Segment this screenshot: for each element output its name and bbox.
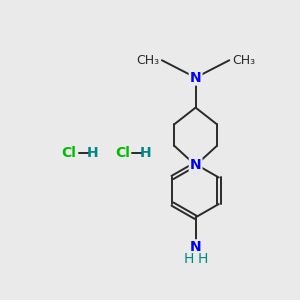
Text: H: H xyxy=(140,146,152,160)
Text: H: H xyxy=(183,252,194,266)
Text: CH₃: CH₃ xyxy=(232,54,255,67)
Text: CH₃: CH₃ xyxy=(136,54,159,67)
Text: H: H xyxy=(197,252,208,266)
Text: H: H xyxy=(86,146,98,160)
Text: N: N xyxy=(190,158,201,172)
Text: N: N xyxy=(190,70,201,85)
Text: Cl: Cl xyxy=(115,146,130,160)
Text: N: N xyxy=(190,240,201,254)
Text: Cl: Cl xyxy=(61,146,76,160)
